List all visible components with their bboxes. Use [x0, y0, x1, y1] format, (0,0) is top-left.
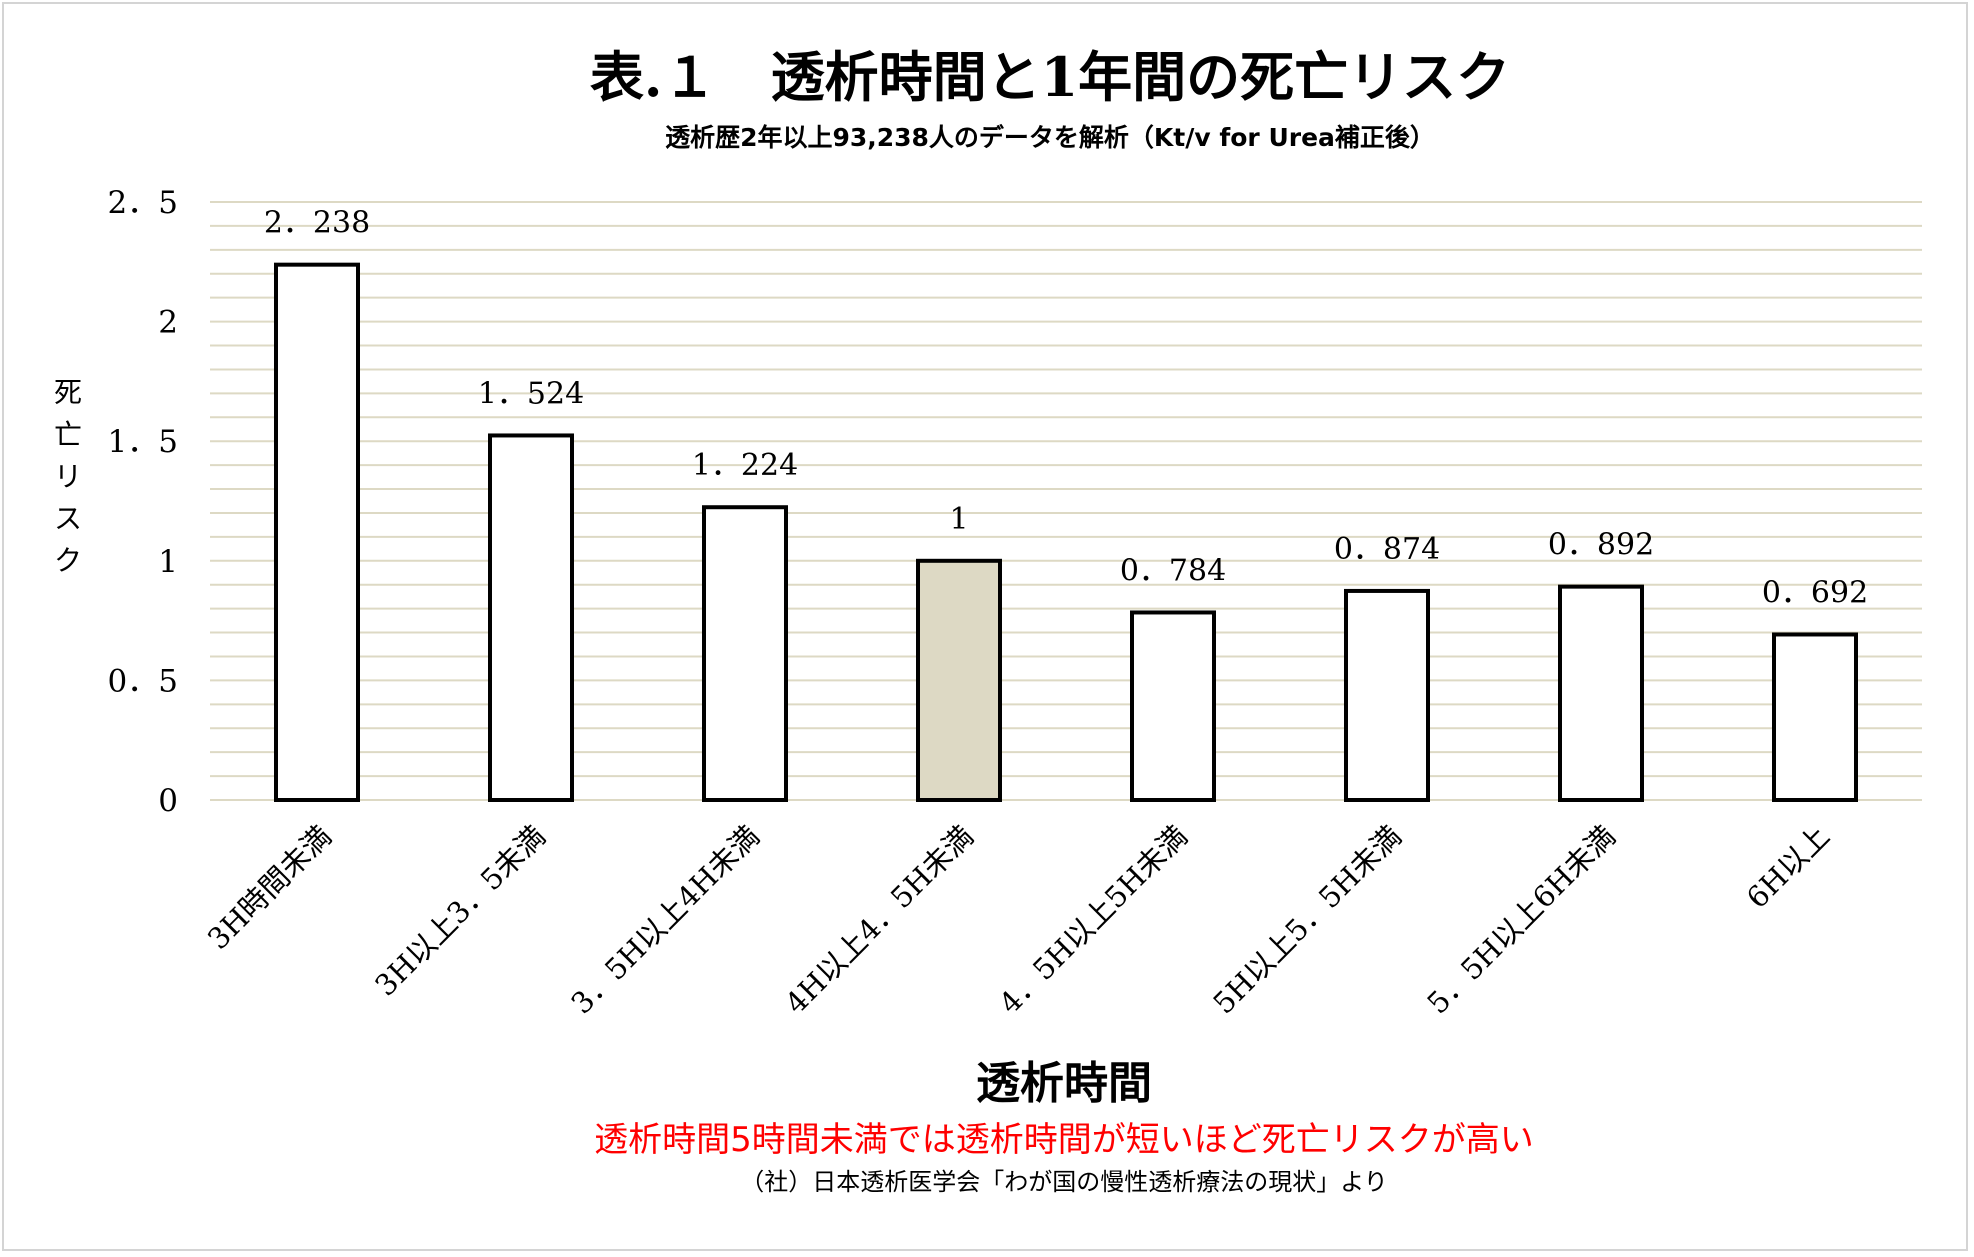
value-labels: 2．238 1．524 1．224 1 0．784 0．874 0．892 0．692	[264, 206, 1868, 611]
x-tick-label: 6H以上	[1740, 819, 1836, 915]
y-tick-label: 0．5	[108, 663, 178, 699]
y-axis-label-char: ク	[54, 544, 82, 577]
bar	[274, 262, 360, 802]
y-axis-label-char: リ	[54, 460, 82, 493]
y-tick-label: 2	[158, 305, 178, 341]
bar	[1130, 610, 1216, 803]
data-label: 2．238	[264, 206, 370, 241]
gridlines	[210, 201, 1922, 801]
data-label: 1	[949, 502, 968, 537]
y-axis-label-char: 死	[54, 376, 82, 409]
y-axis-label: 死 亡 リ ス ク	[54, 376, 82, 577]
y-axis-label-char: ス	[54, 502, 82, 535]
data-label: 0．892	[1548, 528, 1654, 563]
chart-subtitle: 透析歴2年以上93,238人のデータを解析（Kt/v for Urea補正後）	[665, 123, 1435, 152]
data-label: 0．784	[1120, 553, 1226, 588]
bar	[488, 433, 574, 802]
x-tick-label: 3．5H以上4H未満	[564, 819, 765, 1020]
bars	[274, 262, 1858, 803]
bar	[702, 505, 788, 802]
x-tick-label: 3H時間未満	[201, 819, 338, 956]
chart-title: 表.１ 透析時間と1年間の死亡リスク	[590, 45, 1510, 109]
bar	[1772, 632, 1858, 802]
data-label: 1．524	[478, 376, 584, 411]
data-label: 0．692	[1762, 575, 1868, 610]
bar	[1558, 584, 1644, 802]
x-axis-label: 透析時間	[976, 1058, 1152, 1109]
x-axis-ticks: 3H時間未満 3H以上3．5未満 3．5H以上4H未満 4H以上4．5H未満 4．5H以…	[201, 819, 1836, 1020]
y-axis-ticks: 0 0．5 1 1．5 2 2．5	[108, 185, 178, 819]
data-label: 0．874	[1334, 532, 1440, 567]
conclusion-text: 透析時間5時間未満では透析時間が短いほど死亡リスクが高い	[594, 1120, 1534, 1160]
x-tick-label: 4．5H以上5H未満	[992, 819, 1193, 1020]
data-label: 1．224	[692, 448, 798, 483]
bar	[1344, 588, 1430, 803]
x-tick-label: 4H以上4．5H未満	[778, 819, 979, 1020]
source-note: （社）日本透析医学会「わが国の慢性透析療法の現状」より	[740, 1168, 1388, 1196]
y-tick-label: 1	[158, 544, 178, 580]
x-tick-label: 5H以上5．5H未満	[1206, 819, 1407, 1020]
y-axis-label-char: 亡	[54, 418, 82, 451]
y-tick-label: 2．5	[108, 185, 178, 221]
x-tick-label: 5．5H以上6H未満	[1420, 819, 1621, 1020]
bar	[916, 558, 1002, 802]
y-tick-label: 1．5	[108, 424, 178, 460]
x-tick-label: 3H以上3．5未満	[368, 819, 552, 1003]
y-tick-label: 0	[158, 783, 178, 819]
